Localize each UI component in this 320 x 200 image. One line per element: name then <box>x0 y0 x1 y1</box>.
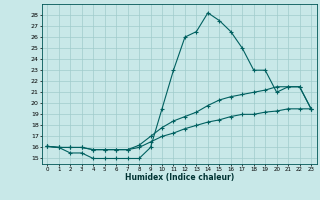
X-axis label: Humidex (Indice chaleur): Humidex (Indice chaleur) <box>124 173 234 182</box>
